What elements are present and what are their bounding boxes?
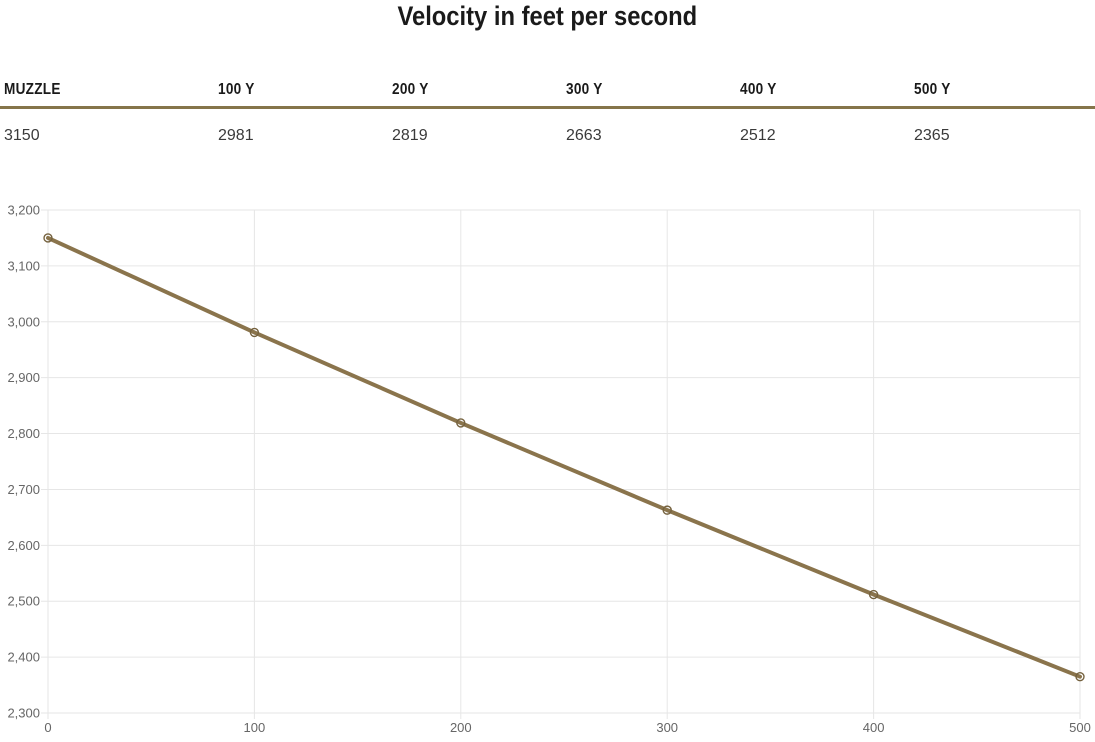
y-axis-label: 2,900 xyxy=(7,370,40,385)
table-value-cell: 2663 xyxy=(566,127,602,144)
table-header-label: 300 Y xyxy=(566,81,603,98)
y-axis-label: 2,400 xyxy=(7,650,40,665)
y-axis-label: 2,700 xyxy=(7,482,40,497)
table-header-cell: 100 Y xyxy=(218,82,392,98)
y-axis-label: 2,800 xyxy=(7,426,40,441)
table-header-label: 400 Y xyxy=(740,81,777,98)
y-axis-label: 3,000 xyxy=(7,314,40,329)
table-header-label: 500 Y xyxy=(914,81,951,98)
table-header-cell: 300 Y xyxy=(566,82,740,98)
table-header-cell: 200 Y xyxy=(392,82,566,98)
table-value-cell: 2512 xyxy=(740,127,776,144)
table-value-cell: 2365 xyxy=(914,127,950,144)
x-axis-label: 200 xyxy=(450,720,472,735)
table-value-cell: 3150 xyxy=(4,127,40,144)
table-header-label: 100 Y xyxy=(218,81,255,98)
data-point-marker[interactable] xyxy=(662,505,672,515)
data-point-marker[interactable] xyxy=(1075,671,1085,682)
data-point-marker[interactable] xyxy=(456,418,466,428)
velocity-table-value-row: 3150 2981 2819 2663 2512 2365 xyxy=(4,109,1095,144)
y-axis-label: 3,200 xyxy=(7,203,40,218)
data-point-marker[interactable] xyxy=(868,589,879,600)
y-axis-label: 2,300 xyxy=(7,706,40,721)
table-header-cell: MUZZLE xyxy=(4,82,218,98)
table-value-cell: 2819 xyxy=(392,127,428,144)
velocity-chart-area: 3,200 3,100 3,000 2,900 2,800 2,700 2,600 2,500… xyxy=(0,195,1095,742)
y-axis-label: 2,500 xyxy=(7,594,40,609)
table-header-label: MUZZLE xyxy=(4,81,61,98)
x-axis-label: 0 xyxy=(44,720,51,735)
data-point-marker[interactable] xyxy=(43,233,53,243)
table-header-cell: 400 Y xyxy=(740,82,914,98)
velocity-table: MUZZLE 100 Y 200 Y 300 Y 400 Y 500 Y 3150 2981… xyxy=(0,82,1095,144)
x-axis-label: 500 xyxy=(1069,720,1091,735)
table-header-label: 200 Y xyxy=(392,81,429,98)
velocity-series-line xyxy=(46,235,1082,679)
velocity-line-chart: 3,200 3,100 3,000 2,900 2,800 2,700 2,600 2,500… xyxy=(7,203,1091,736)
velocity-table-header-row: MUZZLE 100 Y 200 Y 300 Y 400 Y 500 Y xyxy=(4,82,1095,98)
table-divider xyxy=(0,106,1095,109)
table-header-cell: 500 Y xyxy=(914,82,1095,98)
x-axis-label: 100 xyxy=(244,720,266,735)
table-value-cell: 2981 xyxy=(218,127,254,144)
y-axis-label: 2,600 xyxy=(7,538,40,553)
data-point-marker[interactable] xyxy=(249,327,260,338)
page-title: Velocity in feet per second xyxy=(0,1,1095,32)
page-title-text: Velocity in feet per second xyxy=(397,1,698,31)
x-axis-label: 300 xyxy=(656,720,678,735)
x-axis-label: 400 xyxy=(863,720,885,735)
y-axis-label: 3,100 xyxy=(7,258,40,273)
